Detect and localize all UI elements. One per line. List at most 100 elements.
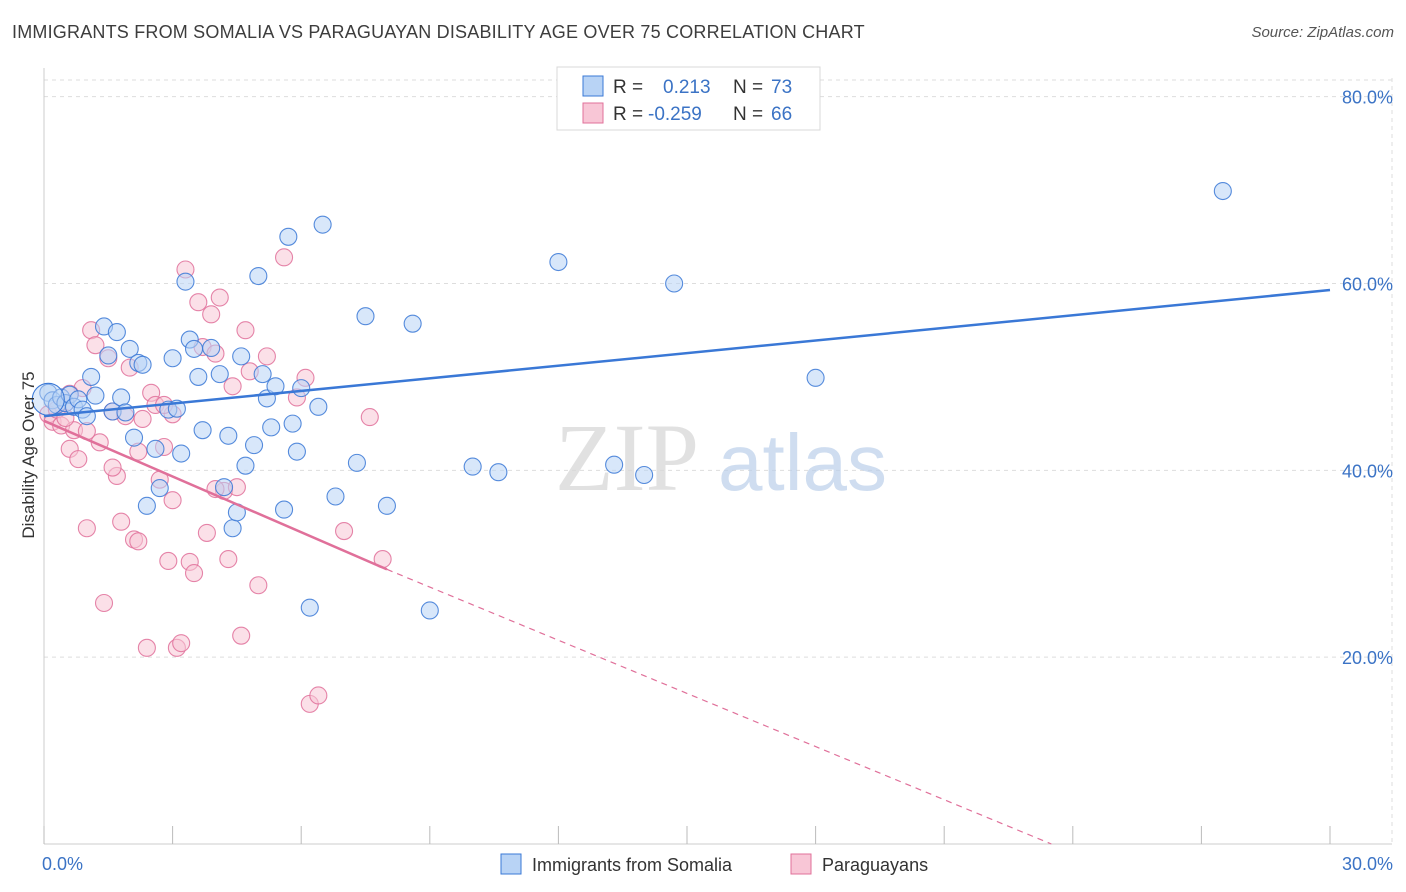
somalia-point-41: [236, 456, 255, 475]
paraguayans-point-54: [309, 686, 328, 705]
somalia-point-34: [202, 338, 221, 358]
somalia-trend-line: [43, 288, 1331, 418]
somalia-point-65: [605, 455, 624, 474]
somalia-point-21: [133, 355, 152, 374]
bottom-legend-pink-swatch: [790, 853, 812, 875]
somalia-point-51: [287, 442, 306, 461]
somalia-point-49: [279, 227, 298, 246]
legend-n-value-1: 73: [771, 77, 792, 98]
somalia-point-23: [146, 439, 165, 458]
somalia-point-60: [403, 314, 422, 333]
legend-blue-swatch: [582, 75, 604, 97]
somalia-point-67: [665, 274, 684, 293]
somalia-point-22: [137, 496, 156, 515]
legend-r-value-1: 0.213: [663, 77, 711, 98]
paraguayans-trend-line: [43, 419, 388, 571]
paraguayans-point-9: [77, 519, 96, 538]
paraguayans-point-35: [189, 293, 208, 312]
y-axis-label: Disability Age Over 75: [19, 371, 38, 538]
bottom-legend-somalia: Immigrants from Somalia: [532, 855, 733, 875]
paraguayans-point-7: [69, 450, 88, 469]
trend-lines: [43, 288, 1331, 845]
paraguayans-point-23: [137, 638, 156, 657]
paraguayans-point-40: [210, 288, 229, 307]
paraguayans-point-31: [172, 634, 191, 653]
y-tick-label-1: 40.0%: [1342, 461, 1393, 481]
paraguayans-point-56: [360, 408, 379, 427]
watermark-atlas: atlas: [718, 418, 887, 507]
somalia-point-52: [292, 379, 311, 398]
somalia-point-68: [806, 368, 825, 387]
somalia-point-13: [99, 346, 118, 365]
paraguayans-point-46: [236, 321, 255, 340]
somalia-point-57: [347, 453, 366, 472]
somalia-point-11: [86, 386, 105, 405]
somalia-point-66: [635, 465, 654, 485]
paraguayans-point-28: [159, 551, 178, 571]
paraguayans-point-11: [86, 336, 105, 355]
somalia-point-43: [249, 266, 268, 286]
watermark: ZIP atlas: [555, 404, 887, 511]
chart-title: IMMIGRANTS FROM SOMALIA VS PARAGUAYAN DI…: [12, 22, 865, 42]
axes: [43, 68, 1392, 845]
legend-r-value-2: -0.259: [648, 104, 702, 125]
bottom-legend-blue-swatch: [500, 853, 522, 875]
somalia-point-32: [189, 367, 208, 386]
somalia-point-48: [275, 500, 294, 519]
paraguayans-point-43: [223, 377, 242, 396]
somalia-point-47: [266, 377, 285, 396]
somalia-point-46: [262, 418, 281, 437]
somalia-point-10: [82, 367, 101, 386]
somalia-point-42: [244, 436, 264, 455]
somalia-point-31: [184, 339, 204, 358]
somalia-point-61: [420, 601, 439, 620]
somalia-point-18: [120, 339, 139, 358]
somalia-point-16: [107, 323, 126, 342]
tick-labels: 0.0% 30.0% 20.0% 40.0% 60.0% 80.0%: [42, 88, 1393, 874]
paraguayans-point-34: [184, 564, 204, 583]
somalia-point-69: [1213, 181, 1232, 201]
paraguayans-point-22: [133, 409, 152, 429]
paraguayans-point-49: [257, 347, 276, 366]
somalia-point-26: [163, 349, 182, 368]
paraguayans-point-21: [129, 532, 148, 551]
legend-n-label-1: N =: [733, 77, 763, 98]
somalia-point-33: [193, 421, 212, 440]
paraguayans-point-48: [249, 576, 268, 595]
somalia-point-59: [377, 496, 396, 515]
somalia-point-15: [112, 388, 131, 407]
series-legend: Immigrants from Somalia Paraguayans: [500, 853, 928, 875]
paraguayans-point-13: [94, 593, 114, 613]
bottom-legend-paraguayans: Paraguayans: [822, 855, 928, 875]
somalia-point-37: [219, 426, 238, 445]
series-somalia-points: [31, 181, 1232, 620]
somalia-point-19: [124, 428, 144, 447]
somalia-point-64: [549, 252, 568, 272]
somalia-point-54: [309, 397, 328, 416]
paraguayans-point-45: [232, 626, 251, 645]
paraguayans-point-29: [163, 491, 182, 510]
paraguayans-point-17: [112, 512, 131, 531]
y-tick-label-3: 80.0%: [1342, 88, 1393, 108]
source-label: Source: ZipAtlas.com: [1251, 24, 1394, 41]
legend-pink-swatch: [582, 102, 604, 124]
somalia-point-29: [176, 272, 195, 291]
series-paraguayans-points: [39, 248, 392, 713]
somalia-point-36: [214, 478, 234, 497]
y-tick-label-2: 60.0%: [1342, 275, 1393, 295]
legend-n-value-2: 66: [771, 104, 792, 125]
somalia-point-56: [326, 487, 345, 506]
paraguayans-trend-extension: [386, 568, 1052, 845]
x-tick-label-end: 30.0%: [1342, 854, 1393, 874]
paraguayans-point-37: [197, 523, 216, 542]
somalia-point-24: [150, 479, 169, 498]
legend-n-label-2: N =: [733, 104, 763, 125]
somalia-point-62: [463, 457, 482, 476]
somalia-point-28: [172, 444, 191, 463]
somalia-point-40: [232, 347, 251, 366]
watermark-zip: ZIP: [555, 404, 699, 511]
paraguayans-point-38: [202, 305, 221, 324]
y-tick-label-0: 20.0%: [1342, 648, 1393, 668]
legend-r-label-1: R =: [613, 77, 643, 98]
